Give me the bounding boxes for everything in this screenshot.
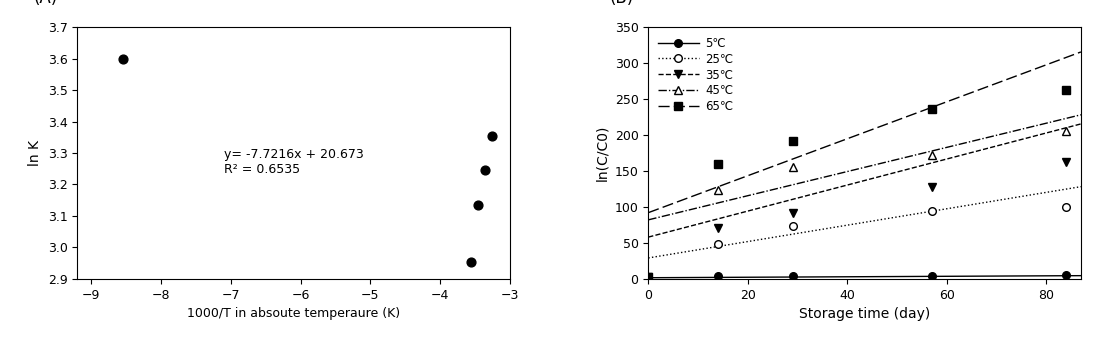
Point	[114, 56, 131, 62]
X-axis label: 1000/T in absoute temperaure (K): 1000/T in absoute temperaure (K)	[188, 307, 400, 320]
X-axis label: Storage time (day): Storage time (day)	[799, 307, 930, 321]
Y-axis label: ln K: ln K	[28, 140, 42, 166]
Y-axis label: ln(C/C0): ln(C/C0)	[596, 125, 609, 181]
Text: (B): (B)	[609, 0, 633, 7]
Text: y= -7.7216x + 20.673
R² = 0.6535: y= -7.7216x + 20.673 R² = 0.6535	[224, 149, 364, 176]
Text: (A): (A)	[34, 0, 58, 7]
Point	[462, 259, 480, 264]
Point	[470, 202, 488, 208]
Point	[476, 168, 494, 173]
Legend: 5℃, 25℃, 35℃, 45℃, 65℃: 5℃, 25℃, 35℃, 45℃, 65℃	[654, 33, 737, 117]
Point	[483, 133, 501, 138]
